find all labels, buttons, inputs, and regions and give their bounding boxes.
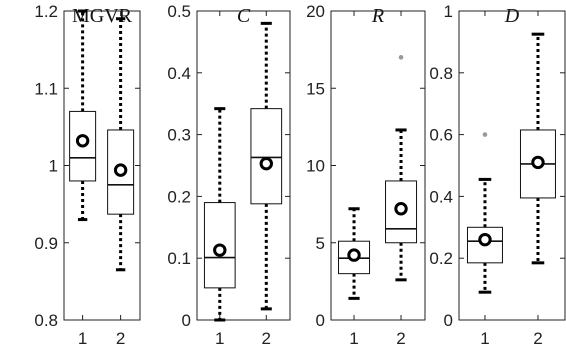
box-1 bbox=[466, 132, 503, 294]
y-tick-label: 0 bbox=[316, 311, 325, 330]
mean-marker bbox=[347, 248, 361, 262]
box-1 bbox=[338, 207, 371, 300]
mean-marker bbox=[113, 163, 128, 177]
y-tick-label: 1 bbox=[49, 157, 58, 176]
panel-4: D 0 0.2 0.4 0.6 0.8 1 1 2 bbox=[429, 2, 566, 348]
x-tick-label: 2 bbox=[396, 329, 405, 348]
mean-marker bbox=[531, 155, 545, 170]
y-tick-label: 0.6 bbox=[429, 126, 453, 145]
x-tick-label: 2 bbox=[533, 329, 542, 348]
outlier-point bbox=[398, 55, 404, 60]
x-tick-label: 2 bbox=[262, 329, 271, 348]
panel-2: C 0 0.1 0.2 0.3 0.4 0.5 1 2 bbox=[167, 2, 291, 348]
box-1 bbox=[203, 107, 236, 322]
panel-1: MGVR 0.8 0.9 1 1.1 1.2 1 2 bbox=[34, 2, 141, 348]
y-tick-label: 15 bbox=[306, 79, 325, 98]
box-2 bbox=[519, 32, 556, 265]
mean-marker bbox=[478, 232, 492, 247]
y-tick-label: 0.9 bbox=[34, 234, 58, 253]
axes-frame bbox=[458, 10, 566, 321]
outlier-point bbox=[482, 132, 488, 137]
panel-3: R 0 5 10 15 20 1 2 bbox=[306, 2, 426, 348]
y-tick-label: 20 bbox=[306, 2, 325, 21]
mean-marker bbox=[259, 156, 273, 171]
y-tick-label: 0.4 bbox=[429, 187, 453, 206]
axes-frame bbox=[196, 10, 291, 321]
panels-layer: MGVR 0.8 0.9 1 1.1 1.2 1 2 C 0 0.1 0.2 0.3 0.4 0.5 1 2 R 0… bbox=[34, 2, 566, 348]
mean-marker bbox=[394, 202, 408, 216]
panel-title: R bbox=[371, 5, 384, 27]
mean-marker bbox=[213, 243, 227, 257]
x-tick-label: 1 bbox=[78, 329, 87, 348]
x-tick-label: 1 bbox=[215, 329, 224, 348]
panel-title: C bbox=[237, 5, 251, 27]
y-tick-label: 0.3 bbox=[167, 126, 191, 145]
box-2 bbox=[107, 17, 135, 272]
box-1 bbox=[69, 9, 97, 222]
y-tick-label: 10 bbox=[306, 157, 325, 176]
y-tick-label: 0.2 bbox=[167, 187, 191, 206]
y-tick-label: 0 bbox=[182, 311, 191, 330]
y-tick-label: 0.5 bbox=[167, 2, 191, 21]
y-tick-label: 1 bbox=[444, 2, 453, 21]
y-tick-label: 0 bbox=[444, 311, 453, 330]
y-tick-label: 0.2 bbox=[429, 249, 453, 268]
panel-title: MGVR bbox=[72, 5, 133, 27]
y-tick-label: 1.1 bbox=[34, 79, 58, 98]
iqr-box bbox=[250, 108, 283, 205]
y-tick-label: 0.8 bbox=[34, 311, 58, 330]
box-2 bbox=[385, 55, 418, 282]
x-tick-label: 1 bbox=[349, 329, 358, 348]
y-tick-label: 0.8 bbox=[429, 64, 453, 83]
y-tick-label: 1.2 bbox=[34, 2, 58, 21]
y-tick-label: 5 bbox=[316, 234, 325, 253]
box-2 bbox=[250, 21, 283, 311]
x-tick-label: 1 bbox=[480, 329, 489, 348]
x-tick-label: 2 bbox=[116, 329, 125, 348]
panel-title: D bbox=[504, 5, 520, 27]
mean-marker bbox=[75, 134, 90, 148]
y-tick-label: 0.1 bbox=[167, 249, 191, 268]
y-tick-label: 0.4 bbox=[167, 64, 191, 83]
